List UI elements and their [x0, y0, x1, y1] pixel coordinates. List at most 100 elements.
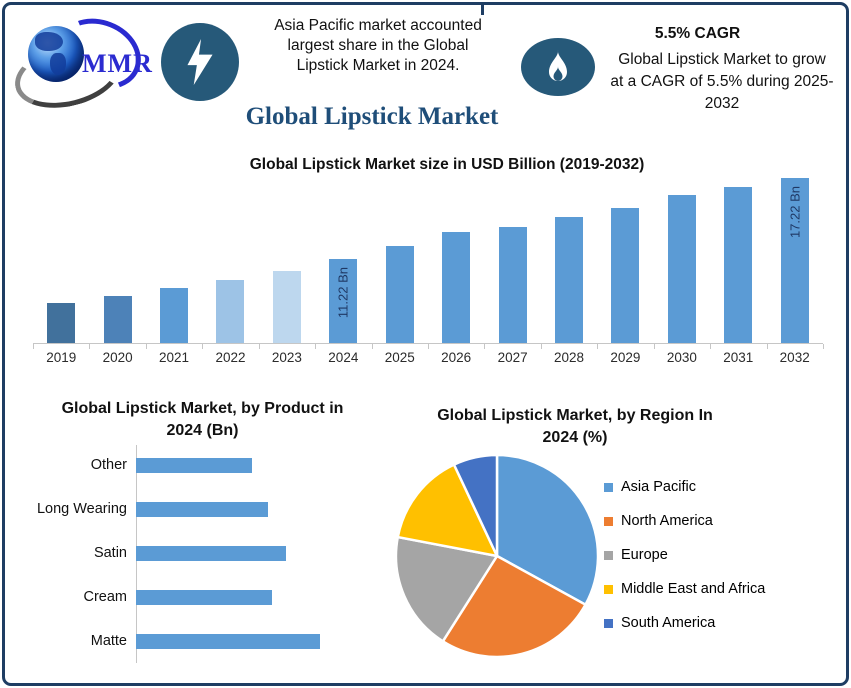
- bar-slot-2020: [89, 296, 145, 343]
- pie-slice-south-america: [452, 453, 499, 558]
- lightning-icon: [187, 39, 213, 85]
- logo-text: MMR: [82, 49, 153, 78]
- legend-label: South America: [621, 615, 716, 631]
- bar-slot-2024: 11.22 Bn: [315, 259, 371, 343]
- region-chart-title: Global Lipstick Market, by Region In 202…: [437, 407, 713, 446]
- product-row-matte: Matte: [24, 619, 384, 663]
- bar-slot-2028: [541, 217, 597, 343]
- product-label: Other: [90, 457, 127, 473]
- x-tick: [315, 344, 317, 349]
- bar-2024: 11.22 Bn: [329, 259, 358, 343]
- bar-value-label: 11.22 Bn: [335, 267, 351, 319]
- x-tick: [33, 344, 34, 349]
- bar-value-label: 17.22 Bn: [787, 186, 803, 239]
- year-label-2026: 2026: [441, 350, 472, 365]
- legend-item-asia-pacific: Asia Pacific: [604, 477, 765, 497]
- year-label-2030: 2030: [666, 350, 697, 365]
- x-tick: [484, 344, 486, 349]
- bar-2029: [611, 208, 640, 343]
- pie-slice-asia-pacific: [495, 453, 600, 606]
- highlight-text: Asia Pacific market accounted largest sh…: [274, 17, 482, 74]
- bar-2027: [498, 227, 527, 343]
- region-pie-chart: [394, 453, 600, 659]
- cagr-heading: 5.5% CAGR: [654, 25, 741, 42]
- year-label-2021: 2021: [159, 350, 190, 365]
- year-label-2020: 2020: [102, 350, 133, 365]
- bar-slot-2030: [654, 195, 710, 343]
- product-bar-satin: [136, 545, 286, 561]
- x-tick: [258, 344, 260, 349]
- bar-slot-2029: [597, 208, 653, 343]
- main-chart-title: Global Lipstick Market size in USD Billi…: [249, 156, 645, 173]
- header-divider: [481, 4, 484, 15]
- product-label: Long Wearing: [36, 501, 127, 517]
- product-bar-long-wearing: [136, 501, 268, 517]
- year-label-2029: 2029: [610, 350, 641, 365]
- product-chart-title: Global Lipstick Market, by Product in 20…: [61, 400, 344, 439]
- page-title: Global Lipstick Market: [245, 103, 499, 130]
- legend-label: North America: [621, 513, 713, 529]
- x-tick: [145, 344, 147, 349]
- bar-2032: 17.22 Bn: [780, 178, 809, 343]
- product-label: Cream: [83, 589, 127, 605]
- lightning-badge: [161, 23, 239, 101]
- year-label-2032: 2032: [779, 350, 810, 365]
- product-bar-cream: [136, 589, 273, 605]
- x-tick: [428, 344, 429, 349]
- legend-swatch-icon: [604, 516, 613, 526]
- legend-swatch-icon: [604, 550, 613, 560]
- bar-slot-2025: [372, 246, 428, 343]
- product-label: Matte: [90, 633, 127, 649]
- flame-badge: [521, 38, 595, 96]
- year-label-2019: 2019: [46, 350, 77, 365]
- bar-slot-2026: [428, 232, 484, 343]
- product-row-cream: Cream: [24, 575, 384, 619]
- product-row-other: Other: [24, 443, 384, 487]
- bar-2025: [385, 246, 414, 343]
- legend-swatch-icon: [604, 482, 613, 492]
- product-bar-chart: Other Long Wearing Satin Cream Matte: [24, 443, 384, 663]
- product-label: Satin: [93, 545, 127, 561]
- year-label-2025: 2025: [384, 350, 415, 365]
- year-label-2028: 2028: [553, 350, 585, 365]
- bar-2028: [555, 217, 583, 343]
- bar-slot-2021: [146, 288, 202, 343]
- cagr-description: Global Lipstick Market to grow at a CAGR…: [610, 51, 834, 112]
- bar-2022: [216, 280, 245, 343]
- bar-2030: [667, 195, 696, 343]
- year-label-2031: 2031: [723, 350, 754, 365]
- region-legend: Asia Pacific North America Europe Middle Ea…: [604, 477, 765, 647]
- x-tick: [823, 344, 824, 349]
- pie-slice-europe: [394, 535, 499, 643]
- year-label-2022: 2022: [215, 350, 246, 365]
- x-tick: [540, 344, 542, 349]
- year-label-2024: 2024: [328, 350, 359, 365]
- x-tick: [653, 344, 655, 349]
- legend-swatch-icon: [604, 618, 613, 628]
- legend-item-europe: Europe: [604, 545, 765, 565]
- bar-2026: [442, 232, 471, 343]
- main-bar-chart: 11.22 Bn 17.22 Bn 2019 2020 2021 2022 2023 202…: [33, 167, 824, 365]
- x-tick: [710, 344, 712, 349]
- mmr-logo: MMR: [8, 6, 164, 119]
- bar-slot-2031: [710, 187, 766, 343]
- legend-label: Europe: [621, 547, 668, 563]
- legend-item-south-america: South America: [604, 613, 765, 633]
- x-tick: [371, 344, 373, 349]
- globe-icon: [28, 26, 84, 82]
- bar-2020: [103, 296, 132, 343]
- bar-2019: [47, 303, 76, 343]
- product-row-satin: Satin: [24, 531, 384, 575]
- product-row-long-wearing: Long Wearing: [24, 487, 384, 531]
- x-tick: [597, 344, 599, 349]
- legend-swatch-icon: [604, 584, 613, 594]
- main-plot-area: 11.22 Bn 17.22 Bn: [33, 167, 823, 344]
- x-tick: [202, 344, 204, 349]
- bar-2031: [724, 187, 753, 343]
- pie-slice-north-america: [441, 554, 587, 659]
- legend-item-middle-east-and-africa: Middle East and Africa: [604, 579, 765, 599]
- legend-item-north-america: North America: [604, 511, 765, 531]
- year-label-2023: 2023: [271, 350, 302, 365]
- x-axis-labels: 2019 2020 2021 2022 2023 2024 2025 2026 2027 2028…: [33, 350, 823, 365]
